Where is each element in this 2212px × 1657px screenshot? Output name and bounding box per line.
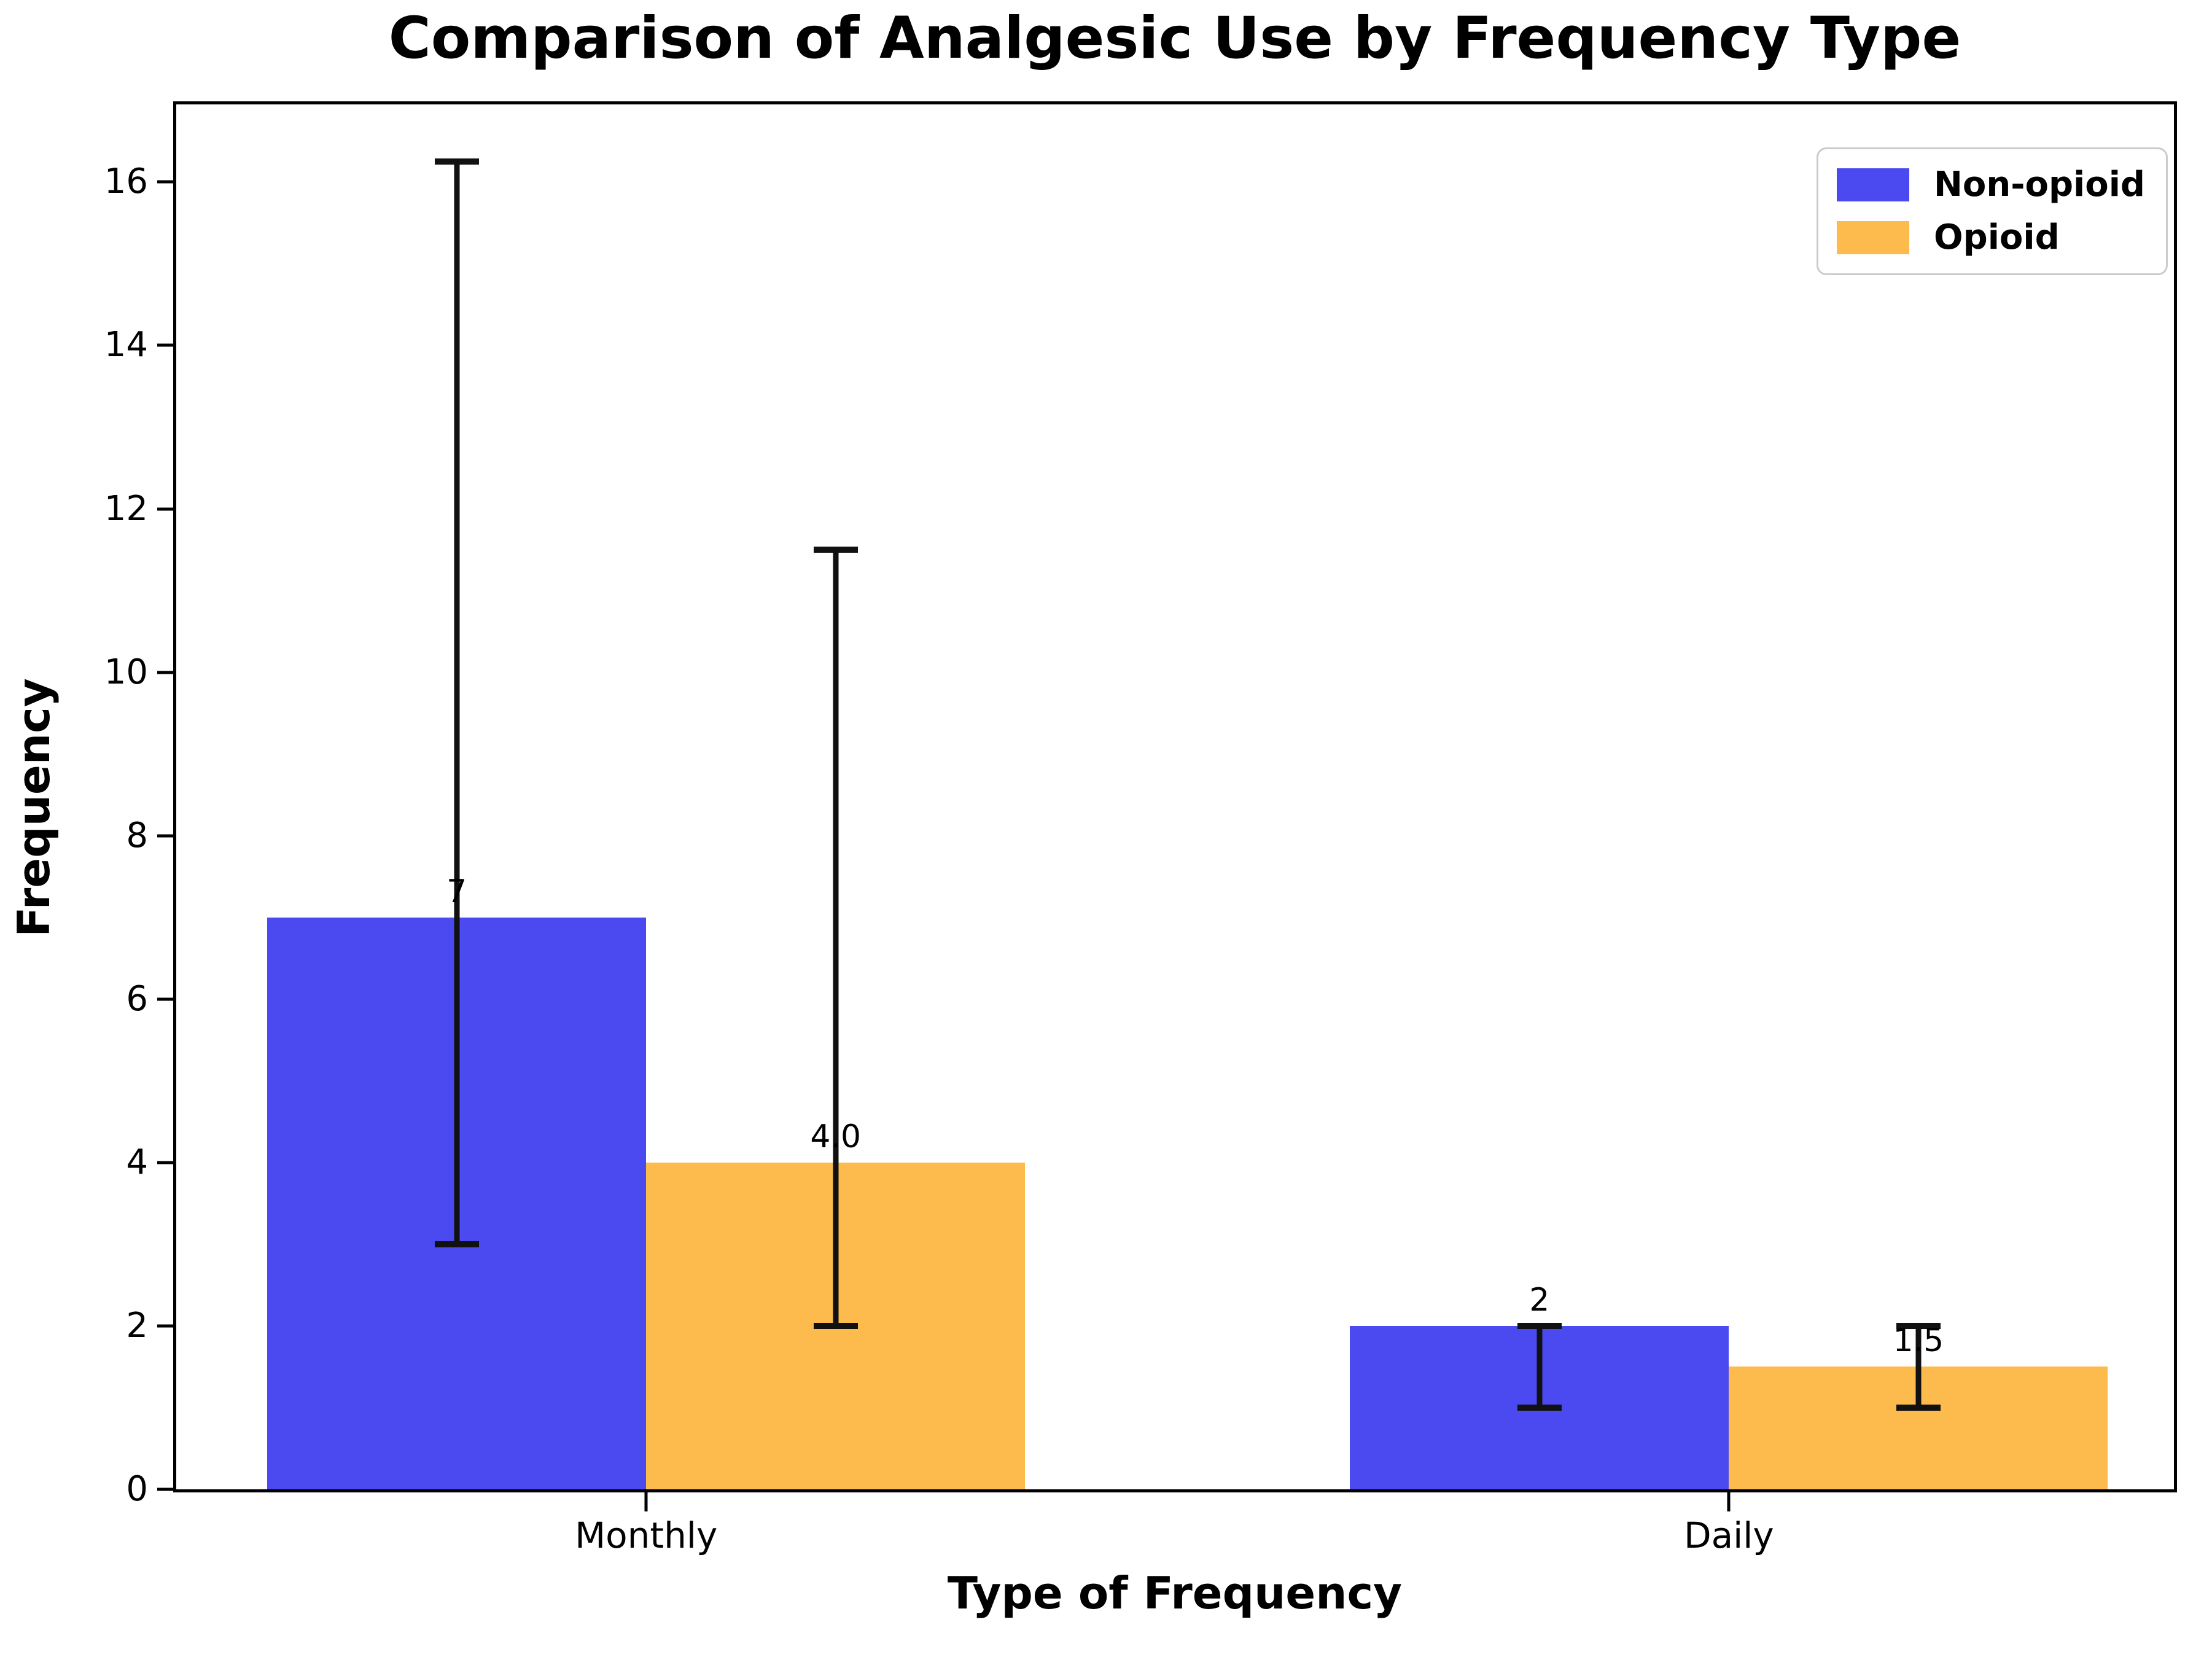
- y-tick-mark: [157, 1161, 173, 1164]
- plot-area: Non-opioid Opioid 7 2 4.0 1.5 0 2 4 6 8 10 12 14 16 Mo…: [104, 101, 2177, 1553]
- y-tick-label: 12: [104, 488, 148, 529]
- x-tick-label-daily: Daily: [1683, 1515, 1774, 1556]
- error-bar-cap: [434, 158, 479, 165]
- y-tick-mark: [157, 834, 173, 838]
- error-bar-cap: [1896, 1322, 1941, 1329]
- chart-title: Comparison of Analgesic Use by Frequency…: [388, 5, 1961, 72]
- y-tick-mark: [157, 343, 173, 347]
- y-tick-mark: [157, 1487, 173, 1491]
- x-tick-label-monthly: Monthly: [575, 1515, 718, 1556]
- x-tick-mark: [644, 1492, 648, 1511]
- bar-value-label: 4.0: [810, 1118, 862, 1155]
- error-bar-cap: [813, 1322, 858, 1329]
- y-tick-label: 10: [104, 652, 148, 692]
- error-bar-cap: [1517, 1322, 1562, 1329]
- y-tick-mark: [157, 997, 173, 1001]
- x-tick-mark: [1727, 1492, 1731, 1511]
- legend-label-opioid: Opioid: [1934, 217, 2060, 257]
- y-tick-label: 8: [126, 815, 148, 856]
- legend-swatch-non-opioid: [1837, 168, 1910, 201]
- y-axis-label: Frequency: [8, 678, 60, 937]
- legend-row-non-opioid: Non-opioid: [1837, 168, 2145, 202]
- y-tick-mark: [157, 1324, 173, 1328]
- bar-value-label: 7: [446, 873, 467, 910]
- y-tick-label: 16: [104, 162, 148, 202]
- legend-label-non-opioid: Non-opioid: [1934, 165, 2145, 205]
- legend: Non-opioid Opioid: [1817, 147, 2168, 275]
- x-axis-label: Type of Frequency: [947, 1567, 1403, 1619]
- legend-swatch-opioid: [1837, 221, 1910, 254]
- y-tick-mark: [157, 507, 173, 511]
- y-tick-label: 14: [104, 325, 148, 365]
- error-bar-cap: [434, 1241, 479, 1247]
- bar-value-label: 1.5: [1893, 1322, 1944, 1360]
- y-tick-label: 4: [126, 1142, 148, 1182]
- error-bar-cap: [1517, 1404, 1562, 1411]
- error-bar-cap: [813, 547, 858, 553]
- bar-value-label: 2: [1529, 1281, 1550, 1319]
- error-bar-cap: [1896, 1404, 1941, 1411]
- y-tick-mark: [157, 671, 173, 674]
- y-tick-label: 0: [126, 1469, 148, 1509]
- error-bar: [454, 162, 460, 1244]
- error-bar: [833, 550, 839, 1326]
- error-bar: [1536, 1325, 1543, 1408]
- legend-row-opioid: Opioid: [1837, 220, 2145, 255]
- y-tick-mark: [157, 180, 173, 184]
- error-bar: [1915, 1325, 1922, 1408]
- y-tick-label: 2: [126, 1305, 148, 1346]
- y-tick-label: 6: [126, 978, 148, 1019]
